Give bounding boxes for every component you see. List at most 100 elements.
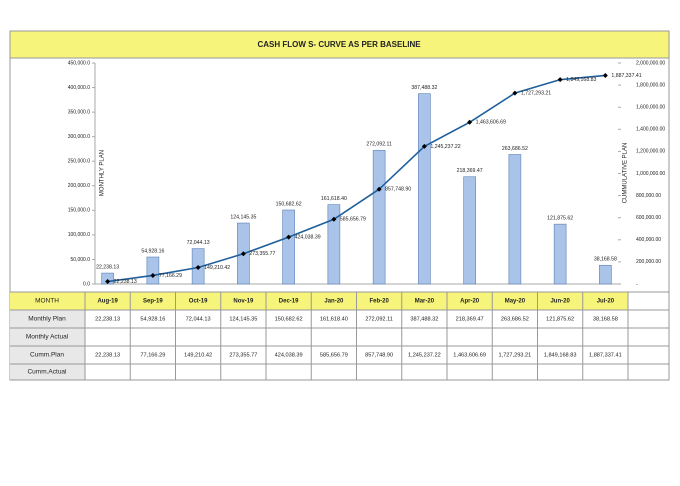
y2-tick-label: 1,200,000.00	[636, 149, 665, 155]
cumm-cell: 585,656.79	[320, 352, 348, 358]
bar	[327, 204, 341, 285]
y-tick-label: 400,000.0	[68, 85, 90, 91]
month-cell: May-20	[505, 299, 526, 305]
cumm-cell: 149,210.42	[184, 352, 212, 358]
cumm-cell: 77,166.29	[140, 352, 165, 358]
month-cell: Mar-20	[415, 299, 435, 305]
line-label: 585,656.79	[340, 217, 366, 223]
y2-tick-label: 600,000.00	[636, 215, 661, 221]
y-tick-label: 450,000.0	[68, 60, 90, 66]
y2-axis-title: CUMMULATIVE PLAN	[623, 143, 629, 204]
cumm-cell: 1,849,168.83	[544, 352, 577, 358]
row-label: MONTH	[35, 298, 59, 305]
y-tick-label: 200,000.0	[68, 183, 90, 189]
bar	[553, 223, 567, 285]
row-label: Cumm.Plan	[30, 352, 64, 359]
bar-label: 38,168.58	[594, 257, 617, 263]
bar-label: 121,875.62	[547, 216, 573, 222]
cumm-cell: 1,463,606.69	[453, 352, 486, 358]
month-cell: Jan-20	[324, 299, 344, 305]
plan-cell: 72,044.13	[186, 316, 211, 322]
plan-cell: 124,145.35	[229, 316, 257, 322]
line-label: 1,887,337.41	[611, 73, 641, 79]
cumm-cell: 273,355.77	[229, 352, 257, 358]
bar	[282, 209, 295, 285]
plan-cell: 263,686.52	[501, 316, 529, 322]
line-marker	[467, 119, 473, 125]
line-label: 77,166.29	[159, 273, 182, 279]
y2-tick-label: 1,800,000.00	[636, 82, 665, 88]
plan-cell: 54,928.16	[140, 316, 165, 322]
line-marker	[105, 279, 111, 285]
row-label: Monthly Plan	[28, 316, 66, 323]
bar-label: 54,928.16	[141, 248, 164, 254]
month-cell: Jul-20	[597, 299, 615, 305]
y2-tick-label: 2,000,000.00	[636, 60, 665, 66]
line-label: 1,849,168.83	[566, 77, 596, 83]
plan-cell: 121,875.62	[546, 316, 574, 322]
bar	[418, 93, 431, 285]
line-label: 857,748.90	[385, 187, 411, 193]
y-tick-label: 350,000.0	[68, 109, 90, 115]
cumm-cell: 1,887,337.41	[589, 352, 622, 358]
bar-label: 263,686.52	[502, 146, 528, 152]
line-marker	[286, 234, 292, 240]
bar-label: 72,044.13	[187, 240, 210, 246]
line-label: 149,210.42	[204, 265, 230, 271]
y-tick-label: 50,000.0	[71, 257, 91, 263]
line-marker	[195, 265, 201, 271]
bar-label: 124,145.35	[230, 214, 256, 220]
cumm-cell: 857,748.90	[365, 352, 393, 358]
y-tick-label: 0.0	[83, 281, 90, 287]
line-label: 273,355.77	[249, 251, 275, 257]
line-marker	[331, 216, 337, 222]
line-marker	[421, 143, 427, 149]
y2-tick-label: 200,000.00	[636, 259, 661, 265]
cumm-cell: 1,245,237.22	[408, 352, 441, 358]
title-bar	[9, 30, 670, 59]
month-cell: Dec-19	[279, 299, 299, 305]
y2-tick-label: -	[636, 281, 638, 287]
line-label: 1,727,293.21	[521, 91, 551, 97]
line-label: 1,245,237.22	[430, 144, 460, 150]
cumulative-line	[107, 74, 606, 283]
plan-cell: 38,168.58	[593, 316, 618, 322]
line-label: 424,038.39	[295, 235, 321, 241]
line-marker	[512, 90, 518, 96]
line-label: 22,238.13	[114, 279, 137, 285]
bar	[463, 176, 476, 285]
month-cell: Nov-19	[233, 299, 254, 305]
y-tick-label: 250,000.0	[68, 159, 90, 165]
bar-label: 387,488.32	[411, 85, 437, 91]
cumm-cell: 424,038.39	[275, 352, 303, 358]
bar	[146, 256, 160, 285]
month-cell: Sep-19	[143, 299, 163, 305]
cumm-cell: 22,238.13	[95, 352, 120, 358]
y2-tick-label: 1,000,000.00	[636, 171, 665, 177]
line-marker	[150, 272, 156, 278]
y2-tick-label: 1,600,000.00	[636, 105, 665, 111]
plan-cell: 22,238.13	[95, 316, 120, 322]
table-header-bg	[10, 292, 628, 310]
table-label-bg	[10, 310, 85, 380]
cumm-cell: 1,727,293.21	[499, 352, 532, 358]
month-cell: Oct-19	[189, 299, 208, 305]
y2-tick-label: 400,000.00	[636, 237, 661, 243]
line-marker	[240, 251, 246, 257]
y2-tick-label: 1,400,000.00	[636, 127, 665, 133]
chart-title: CASH FLOW S- CURVE AS PER BASELINE	[257, 40, 421, 49]
month-cell: Apr-20	[460, 299, 480, 305]
plan-cell: 150,682.62	[275, 316, 303, 322]
bar	[508, 154, 522, 285]
bar-label: 272,092.11	[366, 142, 392, 148]
bar	[599, 264, 612, 285]
y-tick-label: 100,000.0	[68, 232, 90, 238]
line-marker	[376, 186, 382, 192]
bar-label: 150,682.62	[276, 201, 302, 207]
bar	[372, 150, 386, 285]
month-cell: Aug-19	[97, 299, 118, 305]
row-label: Monthly Actual	[26, 334, 69, 341]
plan-cell: 272,092.11	[365, 316, 393, 322]
line-marker	[602, 72, 608, 78]
